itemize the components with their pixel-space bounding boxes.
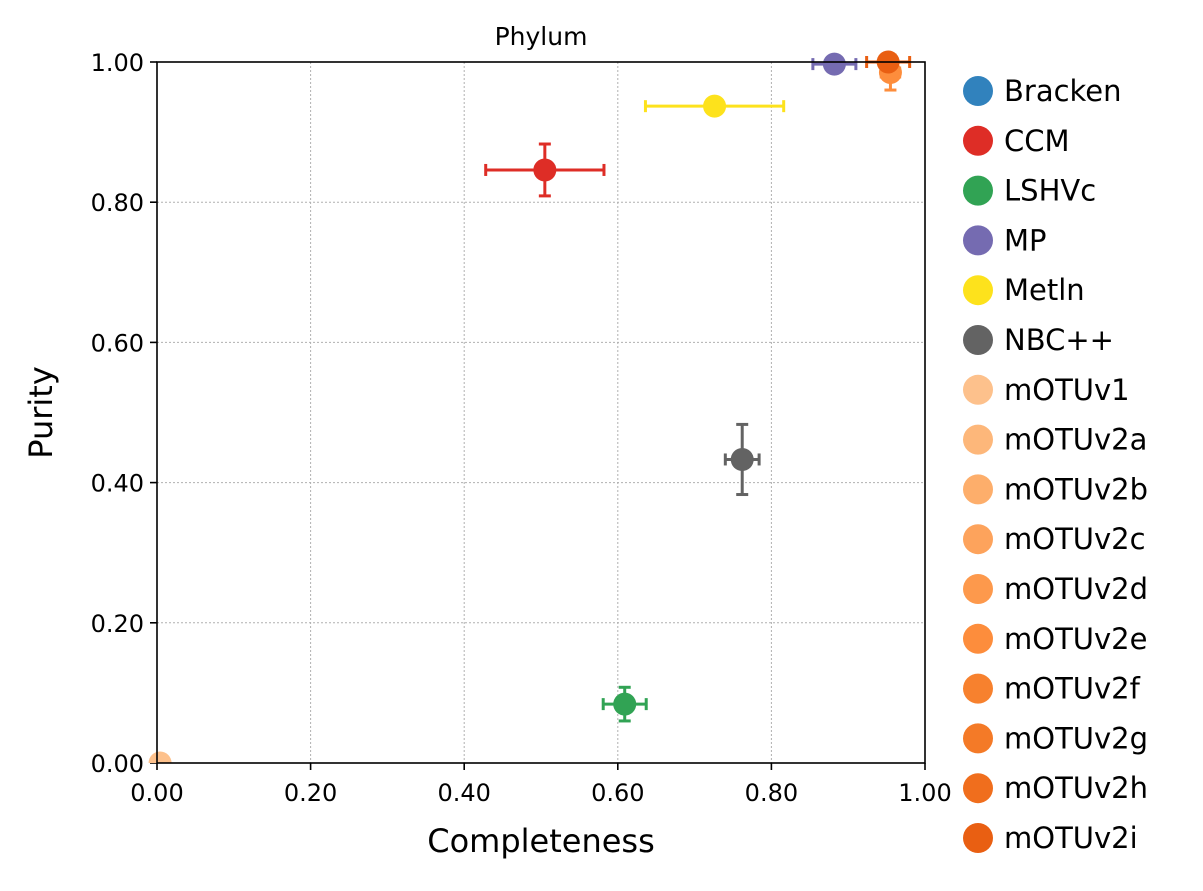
axis-ticks: 0.00 0.20 0.40 0.60 0.80 1.00 0.00 0.20 0.40 0.60… bbox=[91, 49, 952, 807]
legend-item: Metln bbox=[963, 273, 1085, 307]
data-points bbox=[148, 50, 902, 763]
x-tick-label: 1.00 bbox=[898, 779, 951, 807]
legend-item: mOTUv2c bbox=[963, 522, 1146, 556]
y-tick-label: 0.20 bbox=[91, 610, 144, 638]
legend-marker bbox=[963, 574, 993, 604]
legend-marker bbox=[963, 823, 993, 853]
legend-label: mOTUv2a bbox=[1004, 423, 1147, 457]
data-point-lshvc bbox=[613, 692, 637, 716]
y-axis-title: Purity bbox=[22, 366, 60, 459]
legend-marker bbox=[963, 175, 993, 206]
legend-label: CCM bbox=[1004, 124, 1070, 158]
data-point-mp bbox=[822, 52, 846, 76]
data-point-motuv1 bbox=[148, 751, 172, 763]
legend-marker bbox=[963, 374, 993, 405]
legend-marker bbox=[963, 325, 993, 355]
legend-item: CCM bbox=[963, 124, 1070, 158]
legend-marker bbox=[963, 673, 993, 704]
legend-label: mOTUv2c bbox=[1004, 522, 1146, 556]
x-tick-label: 0.80 bbox=[745, 779, 798, 807]
y-tick-label: 0.40 bbox=[91, 470, 144, 498]
legend-label: mOTUv2i bbox=[1004, 821, 1138, 855]
legend-marker bbox=[963, 723, 993, 754]
data-point-nbc- bbox=[730, 447, 754, 471]
legend-item: mOTUv2b bbox=[963, 472, 1148, 506]
plot-frame bbox=[156, 61, 926, 764]
legend-marker bbox=[963, 773, 993, 804]
legend-item: Bracken bbox=[963, 74, 1122, 108]
x-tick-label: 0.00 bbox=[130, 779, 183, 807]
x-tick-label: 0.60 bbox=[591, 779, 644, 807]
legend-marker bbox=[963, 225, 993, 256]
data-point-metln bbox=[703, 94, 727, 118]
error-bars bbox=[484, 53, 912, 723]
legend-marker bbox=[963, 76, 993, 106]
legend-label: mOTUv1 bbox=[1004, 373, 1130, 407]
legend-marker bbox=[963, 424, 993, 455]
legend: Bracken CCM LSHVc MP Metln NBC++ mOTUv1 mOTUv2a… bbox=[963, 74, 1148, 855]
legend-label: LSHVc bbox=[1004, 174, 1096, 208]
y-tick-label: 0.80 bbox=[91, 189, 144, 217]
legend-marker bbox=[963, 524, 993, 555]
legend-label: mOTUv2e bbox=[1004, 622, 1147, 656]
legend-marker bbox=[963, 474, 993, 505]
legend-item: mOTUv2f bbox=[963, 672, 1141, 706]
legend-item: mOTUv2e bbox=[963, 622, 1147, 656]
legend-label: mOTUv2f bbox=[1004, 672, 1141, 706]
legend-marker bbox=[963, 623, 993, 654]
legend-label: Bracken bbox=[1004, 74, 1122, 108]
chart-title: Phylum bbox=[495, 22, 588, 51]
legend-label: Metln bbox=[1004, 273, 1085, 307]
legend-item: NBC++ bbox=[963, 323, 1114, 357]
y-tick-label: 0.60 bbox=[91, 329, 144, 357]
data-point-ccm bbox=[533, 158, 557, 182]
legend-item: mOTUv2a bbox=[963, 423, 1147, 457]
legend-marker bbox=[963, 275, 993, 306]
legend-label: mOTUv2d bbox=[1004, 572, 1148, 606]
legend-label: NBC++ bbox=[1004, 323, 1114, 357]
x-tick-label: 0.20 bbox=[284, 779, 337, 807]
legend-marker bbox=[963, 125, 993, 156]
legend-item: mOTUv2i bbox=[963, 821, 1138, 855]
legend-label: mOTUv2b bbox=[1004, 472, 1148, 506]
x-tick-label: 0.40 bbox=[437, 779, 490, 807]
legend-label: mOTUv2h bbox=[1004, 771, 1148, 805]
legend-item: mOTUv2g bbox=[963, 721, 1148, 755]
legend-label: MP bbox=[1004, 223, 1047, 257]
legend-label: mOTUv2g bbox=[1004, 721, 1148, 755]
y-tick-label: 1.00 bbox=[91, 49, 144, 77]
legend-item: LSHVc bbox=[963, 174, 1096, 208]
y-tick-label: 0.00 bbox=[91, 750, 144, 778]
x-axis-title: Completeness bbox=[427, 822, 655, 860]
legend-item: MP bbox=[963, 223, 1047, 257]
legend-item: mOTUv2d bbox=[963, 572, 1148, 606]
legend-item: mOTUv1 bbox=[963, 373, 1130, 407]
legend-item: mOTUv2h bbox=[963, 771, 1148, 805]
